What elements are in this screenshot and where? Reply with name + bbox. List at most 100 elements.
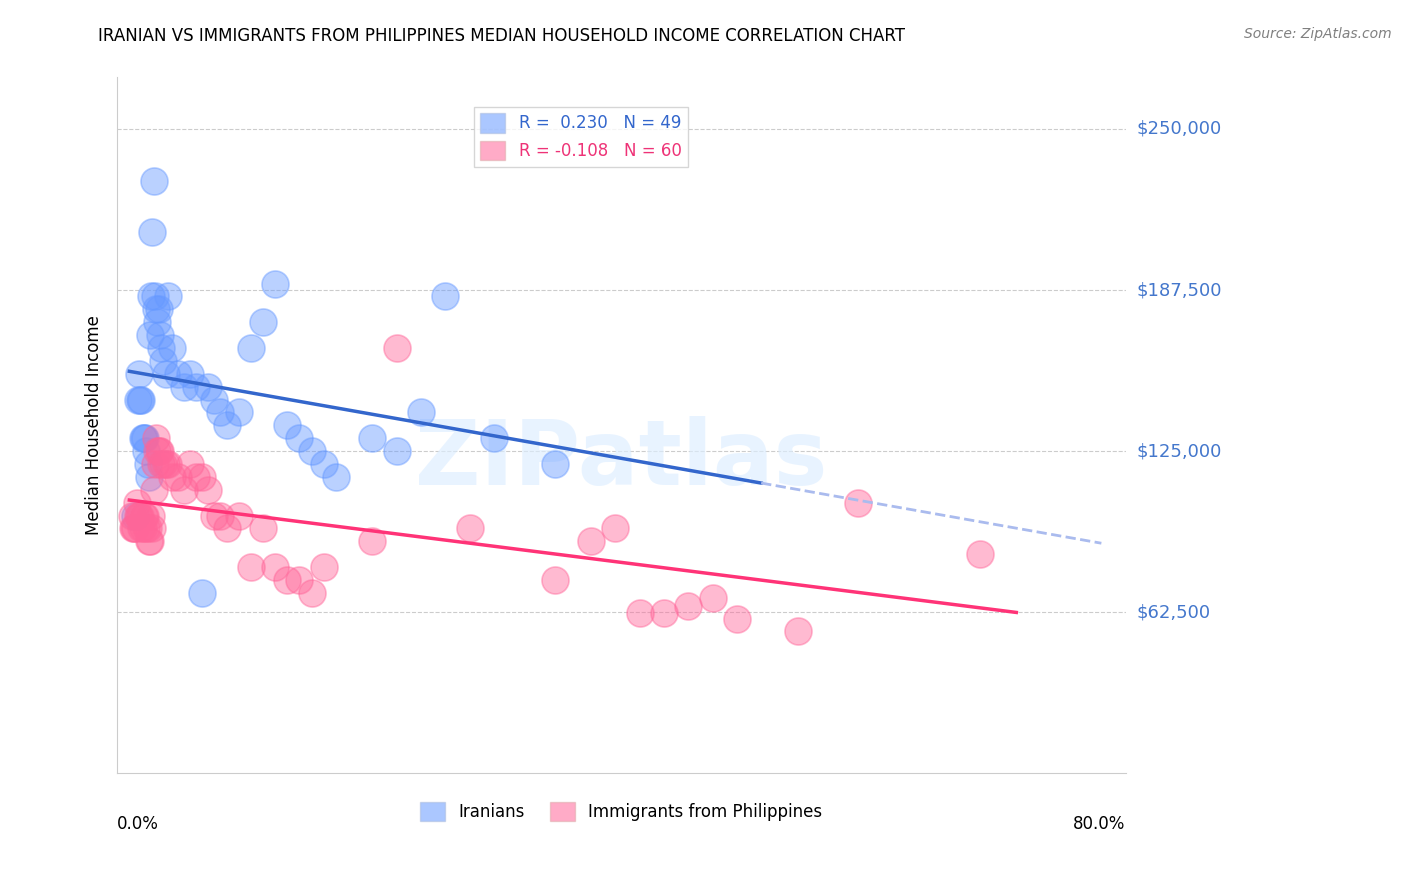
- Point: [702, 591, 724, 605]
- Text: $250,000: $250,000: [1137, 120, 1222, 138]
- Point: [276, 418, 298, 433]
- Point: [186, 470, 208, 484]
- Point: [139, 534, 162, 549]
- Point: [122, 521, 145, 535]
- Point: [228, 405, 250, 419]
- Point: [135, 521, 157, 535]
- Point: [131, 521, 153, 535]
- Point: [197, 379, 219, 393]
- Point: [141, 289, 163, 303]
- Point: [143, 289, 166, 303]
- Point: [128, 367, 150, 381]
- Point: [157, 457, 180, 471]
- Point: [312, 560, 335, 574]
- Point: [434, 289, 457, 303]
- Point: [197, 483, 219, 497]
- Legend: Iranians, Immigrants from Philippines: Iranians, Immigrants from Philippines: [413, 795, 830, 828]
- Point: [678, 599, 700, 613]
- Point: [149, 328, 172, 343]
- Point: [173, 379, 195, 393]
- Point: [155, 367, 177, 381]
- Point: [148, 444, 170, 458]
- Point: [131, 521, 153, 535]
- Point: [288, 573, 311, 587]
- Point: [325, 470, 347, 484]
- Point: [134, 431, 156, 445]
- Point: [155, 457, 177, 471]
- Text: 0.0%: 0.0%: [117, 815, 159, 833]
- Point: [132, 431, 155, 445]
- Point: [129, 508, 152, 523]
- Point: [132, 508, 155, 523]
- Point: [725, 611, 748, 625]
- Point: [482, 431, 505, 445]
- Point: [148, 302, 170, 317]
- Point: [131, 431, 153, 445]
- Point: [239, 560, 262, 574]
- Point: [191, 586, 214, 600]
- Point: [127, 392, 149, 407]
- Text: $62,500: $62,500: [1137, 603, 1211, 621]
- Text: IRANIAN VS IMMIGRANTS FROM PHILIPPINES MEDIAN HOUSEHOLD INCOME CORRELATION CHART: IRANIAN VS IMMIGRANTS FROM PHILIPPINES M…: [98, 27, 905, 45]
- Point: [141, 508, 163, 523]
- Text: 80.0%: 80.0%: [1073, 815, 1126, 833]
- Point: [139, 328, 162, 343]
- Point: [135, 444, 157, 458]
- Point: [628, 607, 651, 621]
- Point: [846, 495, 869, 509]
- Point: [209, 508, 232, 523]
- Y-axis label: Median Household Income: Median Household Income: [86, 316, 103, 535]
- Point: [264, 277, 287, 291]
- Point: [179, 367, 201, 381]
- Point: [215, 418, 238, 433]
- Point: [129, 392, 152, 407]
- Point: [136, 457, 159, 471]
- Point: [149, 341, 172, 355]
- Point: [152, 354, 174, 368]
- Point: [276, 573, 298, 587]
- Point: [152, 457, 174, 471]
- Point: [301, 444, 323, 458]
- Point: [122, 521, 145, 535]
- Point: [173, 483, 195, 497]
- Point: [215, 521, 238, 535]
- Point: [361, 431, 384, 445]
- Point: [167, 470, 190, 484]
- Point: [146, 444, 169, 458]
- Point: [146, 315, 169, 329]
- Point: [605, 521, 627, 535]
- Point: [186, 379, 208, 393]
- Point: [409, 405, 432, 419]
- Point: [141, 225, 163, 239]
- Point: [160, 341, 183, 355]
- Point: [385, 341, 408, 355]
- Point: [142, 483, 165, 497]
- Point: [138, 534, 160, 549]
- Point: [385, 444, 408, 458]
- Point: [209, 405, 232, 419]
- Point: [145, 431, 167, 445]
- Point: [252, 315, 274, 329]
- Point: [312, 457, 335, 471]
- Text: $125,000: $125,000: [1137, 442, 1222, 460]
- Point: [202, 392, 225, 407]
- Text: $187,500: $187,500: [1137, 281, 1222, 299]
- Point: [191, 470, 214, 484]
- Point: [228, 508, 250, 523]
- Point: [134, 508, 156, 523]
- Text: ZIPatlas: ZIPatlas: [415, 416, 828, 504]
- Point: [141, 521, 163, 535]
- Point: [361, 534, 384, 549]
- Point: [128, 508, 150, 523]
- Point: [142, 173, 165, 187]
- Point: [124, 521, 146, 535]
- Point: [239, 341, 262, 355]
- Point: [543, 573, 565, 587]
- Point: [579, 534, 602, 549]
- Point: [138, 470, 160, 484]
- Point: [301, 586, 323, 600]
- Point: [202, 508, 225, 523]
- Point: [125, 495, 148, 509]
- Point: [652, 607, 675, 621]
- Point: [149, 444, 172, 458]
